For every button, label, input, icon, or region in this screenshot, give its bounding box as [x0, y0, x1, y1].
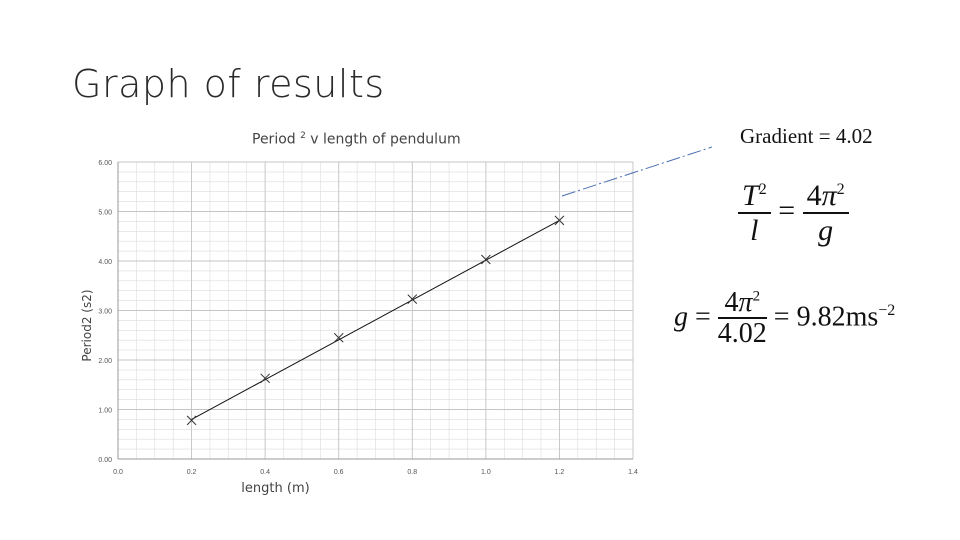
equation-g: g = 4π2 4.02 = 9.82ms−2 — [674, 288, 895, 350]
eq2-equals2: = — [773, 301, 790, 333]
data-point — [481, 254, 491, 265]
eq2-result-exp: −2 — [878, 302, 896, 320]
eq2-lhs: g — [674, 301, 688, 333]
data-point-stroke — [554, 215, 565, 226]
x-tick-label: 0.0 — [113, 469, 123, 476]
gradient-label: Gradient = 4.02 — [740, 124, 873, 148]
eq1-rhs-coef: 4 — [806, 179, 822, 212]
x-tick-label: 1.2 — [555, 469, 565, 476]
x-tick-label: 0.8 — [407, 469, 417, 476]
x-axis-label: length (m) — [241, 481, 309, 496]
y-tick-label: 0.00 — [98, 457, 112, 464]
equation-ratio: T2 l = 4π2 g — [738, 180, 849, 247]
data-point-stroke — [333, 332, 344, 343]
data-point — [186, 415, 197, 426]
eq1-equals: = — [778, 194, 796, 228]
y-axis-label: Period2 (s2) — [80, 289, 94, 361]
eq2-den: 4.02 — [717, 318, 767, 350]
x-tick-label: 1.0 — [481, 469, 491, 476]
slide-title: Graph of results — [72, 62, 385, 106]
data-point — [407, 294, 418, 304]
data-point — [260, 373, 270, 384]
chart-title-main: Period — [252, 131, 296, 148]
equation-ratio-rhs: 4π2 g — [802, 179, 849, 247]
x-tick-label: 0.2 — [187, 469, 197, 476]
data-point-stroke — [407, 294, 418, 304]
eq2-num-coef: 4 — [724, 287, 739, 318]
eq2-result: 9.82ms — [796, 301, 879, 333]
chart-title: Period 2 v length of pendulum — [252, 131, 461, 148]
y-tick-label: 3.00 — [98, 309, 112, 316]
gradient-pointer-line — [561, 146, 713, 197]
eq1-den-var: l — [750, 213, 759, 247]
eq2-equals: = — [695, 301, 711, 333]
equation-g-fraction: 4π2 4.02 — [717, 287, 767, 350]
data-point-stroke — [186, 415, 197, 426]
data-point-stroke — [481, 254, 491, 265]
y-tick-label: 5.00 — [98, 210, 112, 217]
y-tick-label: 6.00 — [98, 160, 112, 167]
eq2-num-pi: π — [738, 287, 753, 318]
chart-title-rest: v length of pendulum — [305, 131, 461, 148]
x-tick-label: 0.6 — [334, 469, 344, 476]
equation-ratio-lhs: T2 l — [738, 180, 771, 247]
eq1-rhs-den: g — [818, 213, 834, 247]
eq1-num-var: T — [742, 179, 759, 212]
data-point — [554, 215, 565, 226]
eq1-num-exp: 2 — [758, 181, 767, 198]
y-tick-label: 4.00 — [98, 259, 112, 266]
eq1-rhs-exp: 2 — [836, 181, 845, 198]
x-tick-label: 0.4 — [260, 469, 270, 476]
trendline — [191, 219, 560, 420]
eq2-num-exp: 2 — [752, 288, 761, 305]
y-tick-label: 1.00 — [98, 408, 112, 415]
data-point — [333, 332, 344, 343]
eq1-rhs-pi: π — [821, 179, 837, 212]
y-tick-label: 2.00 — [98, 358, 112, 365]
data-point-stroke — [260, 373, 270, 384]
x-tick-label: 1.4 — [628, 469, 638, 476]
chart-title-superscript: 2 — [300, 131, 306, 141]
